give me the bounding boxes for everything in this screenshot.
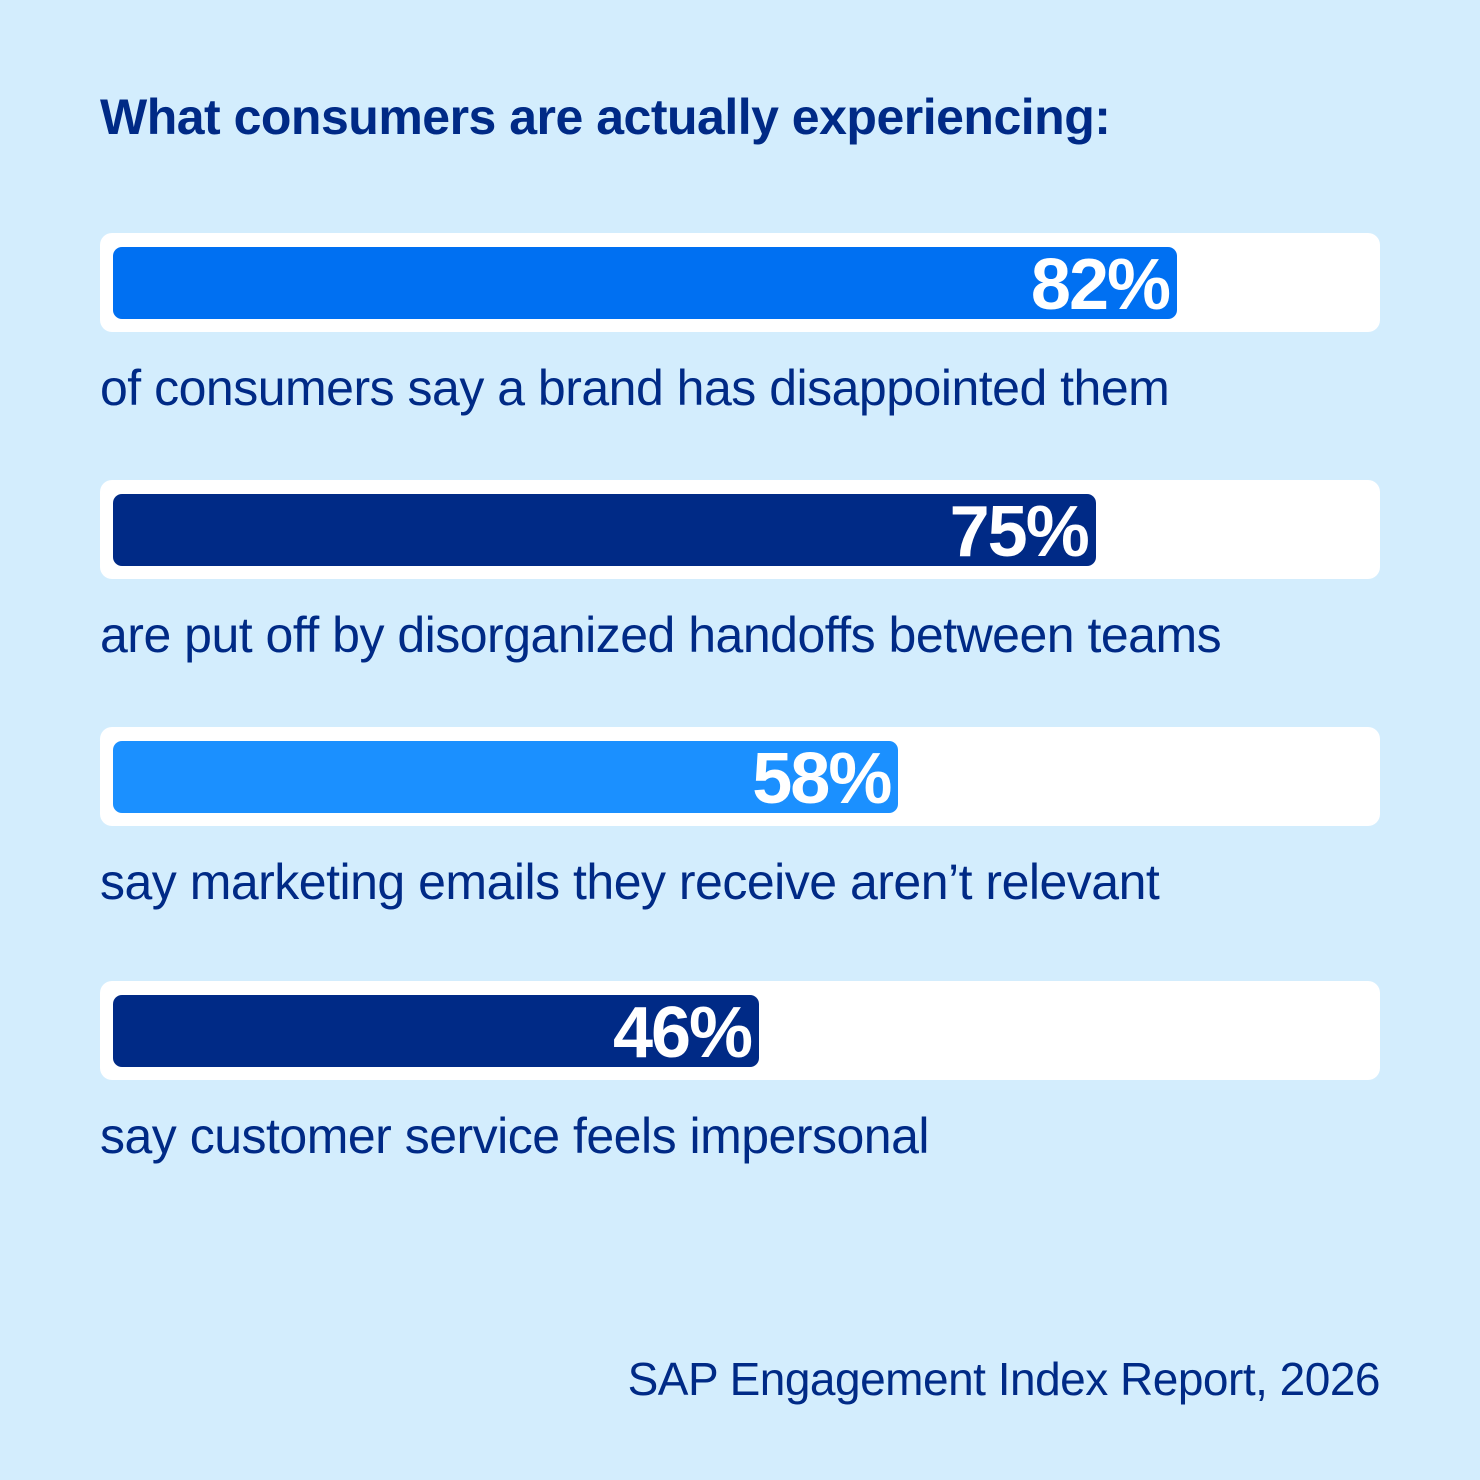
bar-track: 46% xyxy=(100,981,1380,1080)
bar-track: 82% xyxy=(100,233,1380,332)
bar-description: are put off by disorganized handoffs bet… xyxy=(100,607,1222,663)
bar-value-label: 75% xyxy=(949,492,1090,572)
bar-value-label: 46% xyxy=(612,993,753,1073)
bar-value-label: 82% xyxy=(1030,245,1171,325)
bar-description: say customer service feels impersonal xyxy=(100,1108,930,1164)
bar: 58% xyxy=(113,741,899,817)
bar-value-label: 58% xyxy=(752,739,892,819)
bar: 75% xyxy=(113,494,1096,570)
bar-description: say marketing emails they receive aren’t… xyxy=(100,854,1160,910)
chart-title: What consumers are actually experiencing… xyxy=(100,89,1111,145)
source-note: SAP Engagement Index Report, 2026 xyxy=(627,1353,1381,1405)
bar-track: 75% xyxy=(100,480,1380,579)
bar: 82% xyxy=(113,247,1178,323)
bar-track: 58% xyxy=(100,727,1380,826)
bar-description: of consumers say a brand has disappointe… xyxy=(100,360,1170,416)
bar: 46% xyxy=(113,995,760,1071)
